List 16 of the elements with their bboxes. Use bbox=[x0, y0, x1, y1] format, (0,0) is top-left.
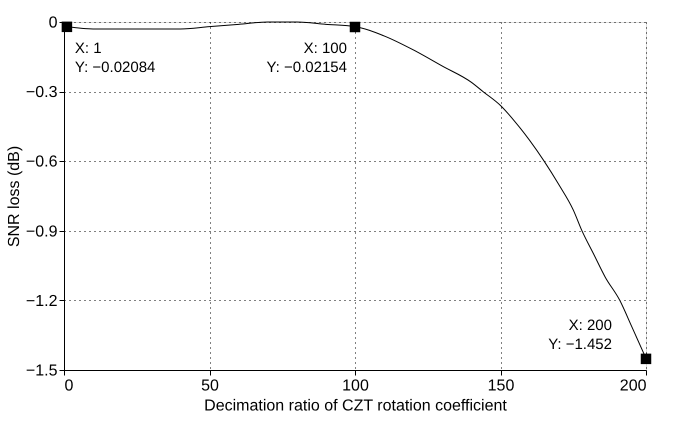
y-tick-label: −1.2 bbox=[26, 292, 58, 310]
x-tick-label: 150 bbox=[488, 378, 514, 394]
x-tick-label: 50 bbox=[201, 378, 219, 394]
y-tick-label: 0 bbox=[48, 14, 58, 32]
annotation: X: 200 Y: −1.452 bbox=[548, 316, 612, 353]
x-axis-title: Decimation ratio of CZT rotation coefficient bbox=[204, 398, 508, 414]
y-tick-label: −0.3 bbox=[26, 84, 58, 102]
annotation: X: 100 Y: −0.02154 bbox=[266, 40, 347, 76]
y-tick-label: −0.6 bbox=[26, 154, 58, 171]
y-axis-title: SNR loss (dB) bbox=[6, 146, 23, 248]
x-tick-label: 100 bbox=[342, 378, 369, 394]
y-tick-label: −0.9 bbox=[26, 223, 58, 240]
x-tick-label: 0 bbox=[64, 378, 74, 394]
x-tick-label: 200 bbox=[620, 378, 647, 394]
y-tick-label: −1.5 bbox=[26, 362, 58, 380]
annotation: X: 1 Y: −0.02084 bbox=[74, 40, 156, 76]
